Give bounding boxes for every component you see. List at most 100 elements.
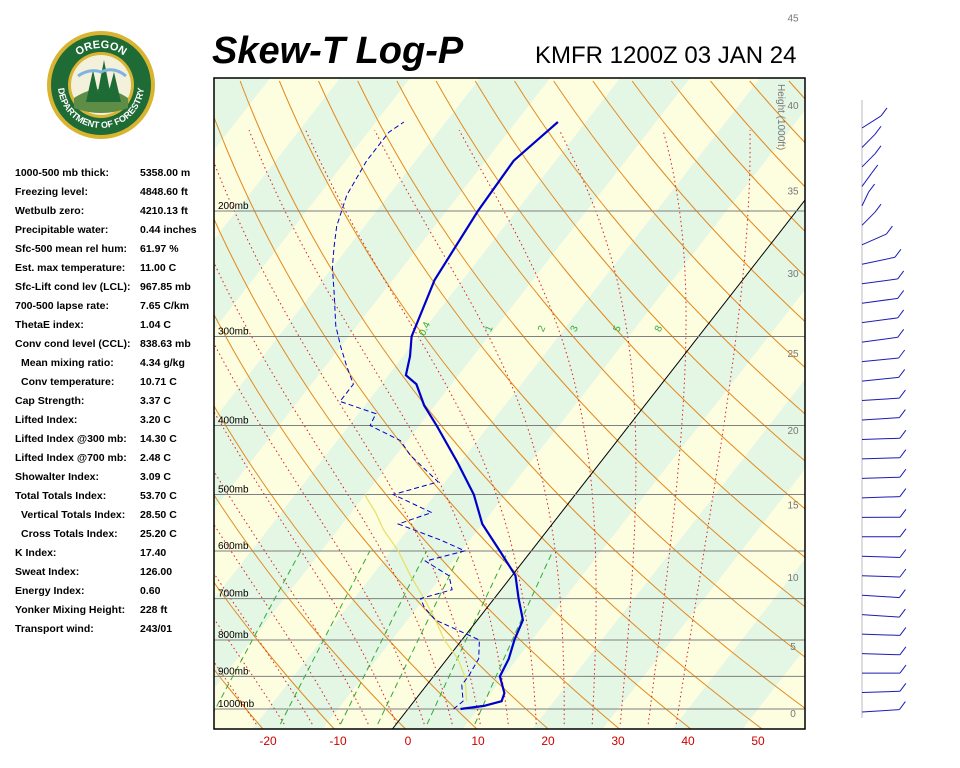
dewpoint-profile <box>331 121 480 710</box>
index-row: Showalter Index: 3.09 C <box>15 471 215 490</box>
moist-adiabat <box>458 129 597 725</box>
wind-barb-flag <box>899 468 907 478</box>
wind-barb-staff <box>861 457 900 460</box>
pressure-label: 500mb <box>218 485 249 496</box>
height-label: 30 <box>787 269 799 280</box>
wind-barb <box>861 664 907 674</box>
wind-barb-flag <box>899 549 907 558</box>
wind-barb <box>861 409 906 421</box>
wind-barb <box>861 309 905 324</box>
index-label: Mean mixing ratio: <box>21 357 114 369</box>
wind-barb-staff <box>861 417 900 421</box>
x-tick-label: -20 <box>259 734 277 748</box>
temperature-profile <box>404 121 559 711</box>
index-value: 1.04 C <box>140 319 171 331</box>
wind-barb-staff <box>861 278 898 285</box>
pressure-label: 800mb <box>218 630 249 641</box>
wind-barb-flag <box>897 309 905 319</box>
mixing-ratio-label: 5 <box>611 324 624 334</box>
height-axis-label: Height (1000ft) <box>775 84 786 150</box>
mixing-ratio-line <box>426 550 509 725</box>
dry-adiabat <box>670 80 805 232</box>
index-label: Cross Totals Index: <box>21 528 118 540</box>
wind-barb-staff <box>861 297 898 304</box>
index-row: Cap Strength: 3.37 C <box>15 395 215 414</box>
wind-barb-flag <box>898 349 906 359</box>
dry-adiabat <box>214 115 692 729</box>
index-label: Lifted Index @700 mb: <box>15 452 127 464</box>
dry-adiabat <box>214 581 335 729</box>
index-row: K Index: 17.40 <box>15 547 215 566</box>
index-row: Freezing level: 4848.60 ft <box>15 186 215 205</box>
index-value: 25.20 C <box>140 528 177 540</box>
wind-barb-flag <box>871 164 879 174</box>
dry-adiabat <box>357 80 805 608</box>
index-label: K Index: <box>15 547 57 559</box>
index-label: Precipitable water: <box>15 224 109 236</box>
index-row: Sfc-Lift cond lev (LCL): 967.85 mb <box>15 281 215 300</box>
wind-barb <box>861 183 875 207</box>
wind-barb-flag <box>899 389 906 399</box>
index-label: Cap Strength: <box>15 395 85 407</box>
wind-barb-staff <box>861 476 900 479</box>
index-label: 1000-500 mb thick: <box>15 167 109 179</box>
wind-barb-flag <box>899 682 907 692</box>
wind-barb-staff <box>861 653 900 656</box>
index-label: Sweat Index: <box>15 566 80 578</box>
wind-barb-flag <box>897 270 905 280</box>
wind-barb-flag <box>897 328 905 338</box>
wind-barb-flag <box>899 429 907 439</box>
mixing-ratio-label: 8 <box>653 324 666 334</box>
wind-barb <box>861 608 906 618</box>
dry-adiabat <box>435 80 805 510</box>
mixing-ratio-line <box>214 550 302 713</box>
wind-barb-flag <box>898 369 906 378</box>
wind-barb-staff <box>861 633 900 636</box>
index-label: Lifted Index: <box>15 414 78 426</box>
wind-barb <box>861 328 905 343</box>
index-row: Mean mixing ratio: 4.34 g/kg <box>15 357 215 376</box>
wind-barb <box>861 369 906 382</box>
index-row: Transport wind: 243/01 <box>15 623 215 642</box>
mixing-ratio-label: 2 <box>536 324 549 334</box>
wind-barb-staff <box>861 357 899 363</box>
index-row: 1000-500 mb thick: 5358.00 m <box>15 167 215 186</box>
wind-barb-staff <box>861 594 900 599</box>
isotherm-band <box>812 78 960 729</box>
wind-barb-staff <box>861 336 898 343</box>
wind-barb-flag <box>899 409 906 418</box>
height-label: 5 <box>790 642 796 653</box>
dry-adiabat <box>788 80 805 100</box>
index-row: Lifted Index: 3.20 C <box>15 414 215 433</box>
index-value: 14.30 C <box>140 433 177 445</box>
dry-adiabat <box>592 80 805 323</box>
wind-barb-staff <box>861 133 876 148</box>
index-value: 11.00 C <box>140 262 177 274</box>
index-label: Total Totals Index: <box>15 490 107 502</box>
pressure-label: 400mb <box>218 415 249 426</box>
dry-adiabat <box>214 405 478 729</box>
index-value: 126.00 <box>140 566 173 578</box>
wind-barb-staff <box>861 575 900 578</box>
wind-barb <box>861 589 906 599</box>
dry-adiabat <box>553 80 805 369</box>
wind-barb <box>861 488 907 499</box>
wind-barb-flag <box>899 589 906 598</box>
wind-barb-staff <box>861 211 876 226</box>
index-value: 3.37 C <box>140 395 171 407</box>
wind-barb <box>861 627 907 636</box>
index-value: 2.48 C <box>140 452 171 464</box>
dry-adiabat <box>0 81 120 729</box>
index-row: Conv cond level (CCL): 838.63 mb <box>15 338 215 357</box>
chart-title: Skew-T Log-P <box>212 30 464 72</box>
index-label: 700-500 lapse rate: <box>15 300 109 312</box>
wind-barb <box>861 568 907 578</box>
height-label: 25 <box>787 349 799 360</box>
index-label: Wetbulb zero: <box>15 205 85 217</box>
wind-barb-staff <box>861 690 900 694</box>
isotherm-band <box>0 78 130 729</box>
wind-barb-flag <box>868 183 875 193</box>
index-label: Lifted Index @300 mb: <box>15 433 127 445</box>
pressure-label: 1000mb <box>218 699 255 710</box>
